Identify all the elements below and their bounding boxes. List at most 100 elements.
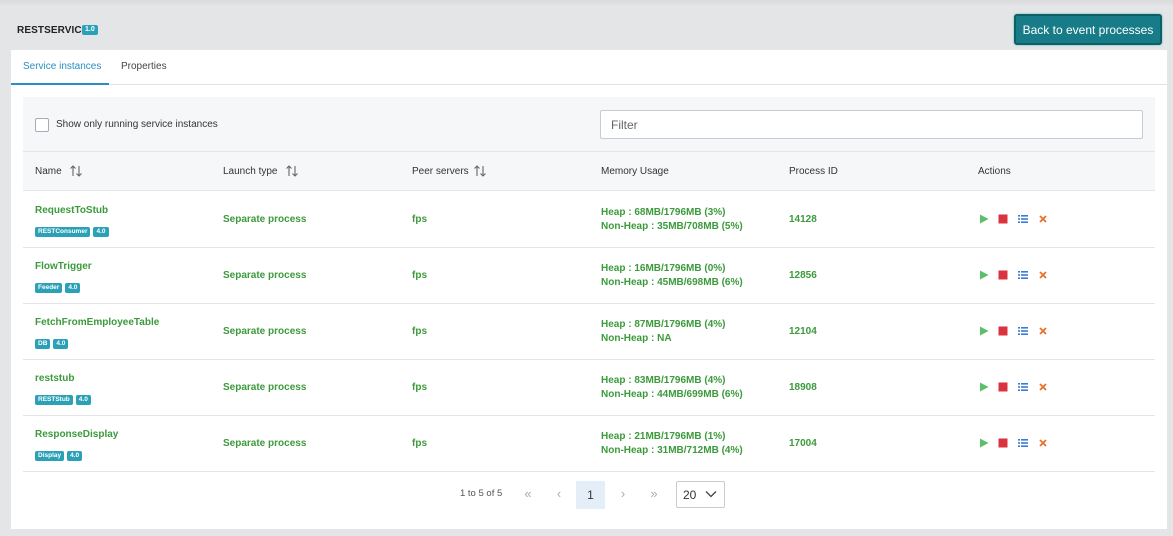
tab-properties[interactable]: Properties (121, 61, 167, 72)
peer-server-value: fps (412, 326, 427, 337)
heap-usage-value: Heap : 21MB/1796MB (1%) (601, 431, 726, 442)
launch-type-value: Separate process (223, 438, 307, 449)
first-page-icon[interactable]: « (524, 486, 532, 501)
heap-usage-value: Heap : 83MB/1796MB (4%) (601, 375, 726, 386)
type-badge: RESTConsumer (35, 226, 91, 237)
next-page-icon[interactable]: › (620, 486, 626, 501)
play-icon[interactable] (978, 437, 990, 449)
nonheap-usage-value: Non-Heap : 44MB/699MB (6%) (601, 389, 743, 400)
list-icon[interactable] (1017, 325, 1029, 337)
close-icon[interactable] (1037, 325, 1049, 337)
table-row: RequestToStub RESTConsumer 4.0 Separate pro… (23, 192, 1155, 248)
sort-icon[interactable] (285, 164, 299, 178)
instance-tags: DB 4.0 (35, 336, 71, 350)
page-size-value: 20 (683, 488, 697, 502)
table-row: FlowTrigger Feeder 4.0 Separate process fps H… (23, 248, 1155, 304)
previous-page-icon[interactable]: ‹ (556, 486, 562, 501)
type-badge: RESTStub (35, 394, 73, 405)
process-id-value: 12856 (789, 270, 817, 281)
service-instances-panel: Show only running service instances Name… (23, 97, 1155, 517)
list-icon[interactable] (1017, 381, 1029, 393)
table-row: ResponseDisplay Display 4.0 Separate proces… (23, 416, 1155, 472)
play-icon[interactable] (978, 269, 990, 281)
launch-type-value: Separate process (223, 214, 307, 225)
version-badge: 4.0 (75, 394, 91, 405)
main-card: Service instances Properties Show only r… (11, 50, 1167, 529)
stop-icon[interactable] (997, 437, 1009, 449)
heap-usage-value: Heap : 16MB/1796MB (0%) (601, 263, 726, 274)
filter-input[interactable] (600, 110, 1143, 139)
nonheap-usage-value: Non-Heap : 31MB/712MB (4%) (601, 445, 743, 456)
table-header: Name Launch type Peer servers Memory Usa… (23, 152, 1155, 191)
process-id-value: 18908 (789, 382, 817, 393)
version-badge: 4.0 (93, 226, 109, 237)
column-header-memory-usage: Memory Usage (601, 166, 669, 177)
play-icon[interactable] (978, 325, 990, 337)
last-page-icon[interactable]: » (650, 486, 658, 501)
table-row: FetchFromEmployeeTable DB 4.0 Separate proc… (23, 304, 1155, 360)
list-icon[interactable] (1017, 213, 1029, 225)
column-header-name: Name (35, 166, 62, 177)
page-size-select[interactable]: 20 (676, 481, 725, 508)
tab-service-instances[interactable]: Service instances (23, 61, 102, 72)
stop-icon[interactable] (997, 325, 1009, 337)
nonheap-usage-value: Non-Heap : NA (601, 333, 672, 344)
version-badge: 4.0 (67, 450, 83, 461)
show-running-label: Show only running service instances (56, 119, 218, 130)
instance-tags: Feeder 4.0 (35, 280, 83, 294)
sort-icon[interactable] (69, 164, 83, 178)
play-icon[interactable] (978, 381, 990, 393)
instance-name-link[interactable]: FetchFromEmployeeTable (35, 317, 160, 328)
stop-icon[interactable] (997, 381, 1009, 393)
instance-name-link[interactable]: ResponseDisplay (35, 429, 119, 440)
instance-name-link[interactable]: FlowTrigger (35, 261, 92, 272)
column-header-actions: Actions (978, 166, 1011, 177)
process-id-value: 14128 (789, 214, 817, 225)
close-icon[interactable] (1037, 437, 1049, 449)
launch-type-value: Separate process (223, 270, 307, 281)
list-icon[interactable] (1017, 437, 1029, 449)
heap-usage-value: Heap : 87MB/1796MB (4%) (601, 319, 726, 330)
stop-icon[interactable] (997, 213, 1009, 225)
version-badge: 4.0 (53, 338, 69, 349)
top-bar (0, 0, 1173, 50)
filter-bar: Show only running service instances (23, 97, 1155, 152)
chevron-down-icon (705, 491, 717, 498)
launch-type-value: Separate process (223, 326, 307, 337)
type-badge: Feeder (35, 282, 63, 293)
instance-tags: RESTStub 4.0 (35, 392, 94, 406)
close-icon[interactable] (1037, 213, 1049, 225)
pagination: 1 to 5 of 5 « ‹ 1 › » 20 (23, 472, 1155, 517)
peer-server-value: fps (412, 382, 427, 393)
pagination-info: 1 to 5 of 5 (460, 488, 503, 499)
peer-server-value: fps (412, 438, 427, 449)
type-badge: DB (35, 338, 51, 349)
column-header-process-id: Process ID (789, 166, 838, 177)
instance-name-link[interactable]: reststub (35, 373, 75, 384)
instance-name-link[interactable]: RequestToStub (35, 205, 109, 216)
version-badge: 4.0 (65, 282, 81, 293)
service-version-badge: 1.0 (82, 25, 98, 35)
show-running-checkbox[interactable] (35, 118, 49, 132)
service-title: RESTSERVICE (17, 25, 89, 36)
table-row: reststub RESTStub 4.0 Separate process fps He… (23, 360, 1155, 416)
current-page-button[interactable]: 1 (576, 481, 605, 509)
column-header-peer-servers: Peer servers (412, 166, 469, 177)
instance-tags: Display 4.0 (35, 448, 85, 462)
tab-bar: Service instances Properties (11, 50, 1167, 85)
instance-tags: RESTConsumer 4.0 (35, 224, 112, 238)
column-header-launch-type: Launch type (223, 166, 278, 177)
process-id-value: 12104 (789, 326, 817, 337)
stop-icon[interactable] (997, 269, 1009, 281)
peer-server-value: fps (412, 214, 427, 225)
type-badge: Display (35, 450, 65, 461)
peer-server-value: fps (412, 270, 427, 281)
list-icon[interactable] (1017, 269, 1029, 281)
nonheap-usage-value: Non-Heap : 45MB/698MB (6%) (601, 277, 743, 288)
back-to-event-processes-button[interactable]: Back to event processes (1014, 14, 1162, 45)
close-icon[interactable] (1037, 269, 1049, 281)
process-id-value: 17004 (789, 438, 817, 449)
play-icon[interactable] (978, 213, 990, 225)
close-icon[interactable] (1037, 381, 1049, 393)
sort-icon[interactable] (473, 164, 487, 178)
